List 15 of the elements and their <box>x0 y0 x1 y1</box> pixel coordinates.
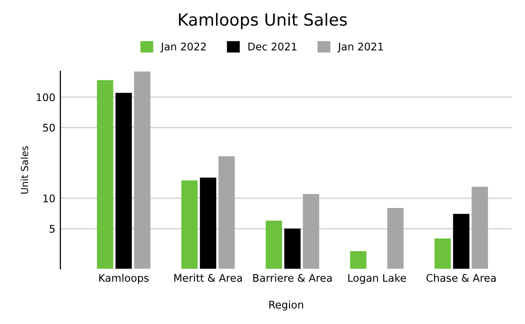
x-tick-label: Kamloops <box>99 274 149 284</box>
x-tick-label: Logan Lake <box>348 274 406 284</box>
x-tick-label: Chase & Area <box>426 274 496 282</box>
legend-label: Jan 2021 <box>337 42 383 52</box>
y-tick-label: 10 <box>43 194 55 202</box>
y-tick-label: 100 <box>36 93 55 102</box>
chart-title: Kamloops Unit Sales <box>179 12 347 30</box>
legend-label: Jan 2022 <box>160 42 206 52</box>
x-axis-title: Region <box>269 300 304 311</box>
y-axis-title: Unit Sales <box>20 146 28 194</box>
y-tick-label: 50 <box>43 124 55 132</box>
legend-label: Dec 2021 <box>248 42 296 50</box>
y-tick-label: 5 <box>50 225 55 233</box>
x-tick-label: Meritt & Area <box>174 274 242 282</box>
x-tick-label: Barriere & Area <box>253 274 332 282</box>
